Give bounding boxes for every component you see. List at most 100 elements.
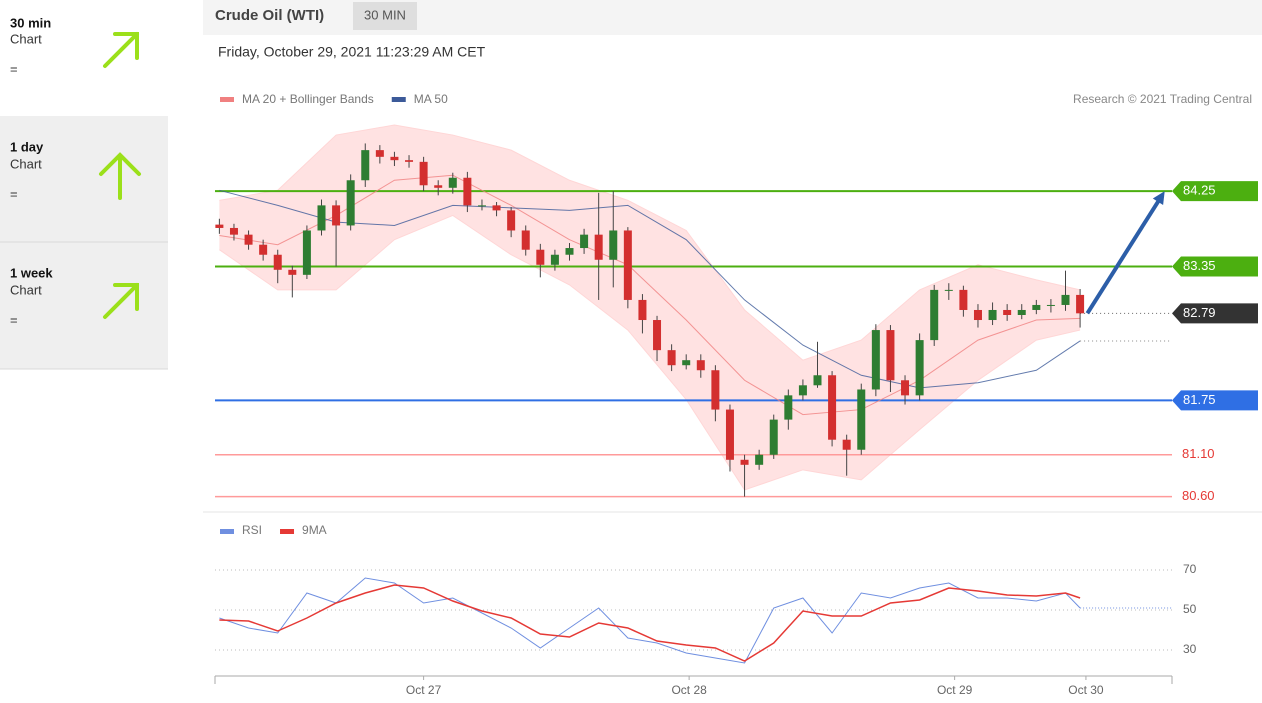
legend-label: 9MA	[302, 523, 327, 537]
candle-body	[828, 375, 837, 440]
candle-body	[229, 227, 238, 235]
y-tick-label: 30	[1183, 642, 1197, 656]
candle-body	[448, 177, 457, 188]
candle-body	[973, 309, 982, 321]
candle-body	[521, 230, 530, 250]
candle-body	[346, 180, 355, 226]
candle-body	[580, 234, 589, 249]
subtitle: Friday, October 29, 2021 11:23:29 AM CET	[218, 44, 486, 60]
candle-body	[798, 385, 807, 396]
band-upper	[219, 124, 1081, 361]
forecast-arrow	[1085, 196, 1163, 315]
candle-body	[477, 205, 486, 207]
candle-body	[332, 205, 341, 226]
sidebar-item[interactable]: 1 day Chart =	[10, 139, 141, 201]
sidebar-item-bg	[0, 116, 168, 242]
candle-body	[740, 459, 749, 465]
candle-body	[1061, 294, 1070, 305]
rsi-line	[219, 584, 1081, 662]
candle-body	[565, 248, 574, 255]
band-fill	[219, 125, 1081, 490]
candle-body	[259, 244, 268, 255]
candle-body	[886, 330, 895, 381]
x-tick-label: Oct 30	[1068, 683, 1104, 697]
badge-bg	[353, 2, 417, 30]
candle-body	[1046, 304, 1055, 306]
x-tick-label: Oct 27	[406, 683, 442, 697]
period: 1 week	[10, 265, 53, 280]
timeframe-badge: 30 MIN	[364, 7, 406, 22]
level-tag	[1172, 256, 1258, 277]
candle-body	[317, 205, 326, 231]
sign: =	[10, 312, 18, 327]
x-tick-label: Oct 29	[937, 683, 973, 697]
level-tag	[1172, 181, 1258, 202]
candle-body	[390, 156, 399, 161]
candle-body	[857, 389, 866, 450]
period: 1 day	[10, 139, 44, 154]
level-label: 80.60	[1182, 488, 1215, 503]
candle-body	[507, 210, 516, 231]
sign: =	[10, 61, 18, 76]
candle-body	[419, 161, 428, 186]
candle-body	[667, 350, 676, 366]
legend-label: RSI	[242, 523, 262, 537]
sign: =	[10, 186, 18, 201]
trend-icon	[103, 32, 139, 68]
candle-body	[273, 254, 282, 270]
candle-body	[682, 360, 691, 366]
level-label: 84.25	[1183, 183, 1216, 198]
candle-body	[769, 419, 778, 455]
sidebar-item-bg	[0, 242, 168, 369]
candle-body	[215, 224, 224, 228]
candle-body	[784, 395, 793, 420]
candle-body	[594, 234, 603, 260]
candle-body	[434, 185, 443, 188]
legend-swatch	[220, 97, 234, 102]
legend-swatch	[391, 97, 406, 102]
rsi-line	[219, 577, 1081, 664]
band-lower	[219, 214, 1081, 491]
candle-body	[813, 375, 822, 386]
candle-body	[696, 360, 705, 371]
level-label: 81.10	[1182, 446, 1215, 461]
legend-swatch	[280, 529, 295, 534]
candle-body	[1076, 294, 1085, 314]
candle-body	[550, 254, 559, 265]
candle-body	[755, 454, 764, 465]
legend-swatch	[220, 529, 234, 534]
candle-body	[871, 330, 880, 390]
sidebar-item[interactable]: 30 min Chart =	[10, 15, 139, 76]
credit: Research © 2021 Trading Central	[1073, 92, 1252, 106]
candle-body	[711, 370, 720, 410]
candle-body	[463, 177, 472, 206]
candle-body	[725, 409, 734, 460]
candle-body	[1003, 309, 1012, 315]
level-label: 81.75	[1183, 392, 1216, 407]
candle-body	[492, 205, 501, 211]
candle-body	[1032, 304, 1041, 310]
trend-icon	[99, 152, 141, 200]
sidebar-item[interactable]: 1 week Chart =	[10, 265, 139, 327]
level-tag	[1172, 303, 1258, 324]
candle-body	[375, 150, 384, 157]
level-label: 83.35	[1183, 258, 1216, 273]
label: Chart	[10, 282, 42, 297]
candle-body	[959, 289, 968, 310]
chart-title: Crude Oil (WTI)	[215, 7, 324, 24]
level-label: 82.79	[1183, 305, 1216, 320]
ma-line	[219, 189, 1081, 389]
label: Chart	[10, 156, 42, 171]
candle-body	[536, 249, 545, 265]
candle-body	[842, 439, 851, 450]
candle-body	[623, 230, 632, 300]
candle-body	[361, 150, 370, 181]
label: Chart	[10, 31, 42, 46]
arrow-head	[1152, 191, 1165, 206]
y-tick-label: 50	[1183, 602, 1197, 616]
candle-body	[609, 230, 618, 260]
candle-body	[944, 289, 953, 291]
candle-body	[302, 230, 311, 275]
